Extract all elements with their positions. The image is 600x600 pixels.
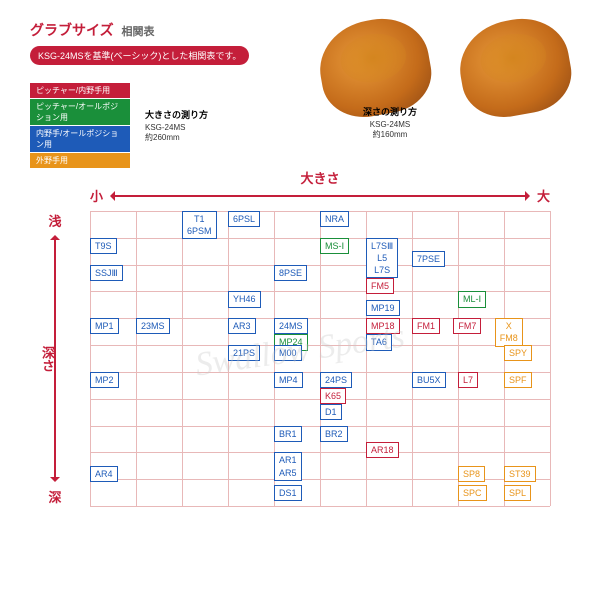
legend-item: ピッチャー/オールポジション用 <box>30 99 130 125</box>
chart-cell: MP18 <box>366 318 400 334</box>
chart-cell: YH46 <box>228 291 261 307</box>
glove-image-depth <box>453 11 578 124</box>
chart-cell: NRA <box>320 211 349 227</box>
chart-cell: BR2 <box>320 426 348 442</box>
title-sub: 相関表 <box>121 26 154 38</box>
chart-cell: D1 <box>320 404 342 420</box>
legend-item: 外野手用 <box>30 153 130 168</box>
x-axis: 小 大きさ 大 <box>90 186 550 205</box>
page-title: グラブサイズ 相関表 <box>30 20 249 40</box>
chart-cell: 24MS <box>274 318 308 334</box>
chart-cell: 24PS <box>320 372 352 388</box>
chart-cell: FM1 <box>412 318 440 334</box>
chart-cell: L7 <box>458 372 478 388</box>
chart-cell: AR1AR5 <box>274 452 302 480</box>
legend-box: ピッチャー/内野手用ピッチャー/オールポジション用内野手/オールポジション用外野… <box>30 83 130 168</box>
glove-images: 深さの測り方 KSG-24MS約160mm <box>320 20 570 115</box>
chart-cell: 21PS <box>228 345 260 361</box>
chart-cell: SSJⅢ <box>90 265 123 281</box>
chart-cell: BU5X <box>412 372 446 388</box>
chart-cell: AR4 <box>90 466 118 482</box>
y-axis-max: 深 <box>48 487 61 506</box>
chart-cell: 7PSE <box>412 251 445 267</box>
chart-cell: MP1 <box>90 318 119 334</box>
chart-cell: T16PSM <box>182 211 217 239</box>
chart-cell: TA6 <box>366 334 392 350</box>
x-axis-max: 大 <box>537 186 550 205</box>
chart-cell: SPY <box>504 345 532 361</box>
chart-cell: T9S <box>90 238 117 254</box>
chart-cell: FM7 <box>453 318 481 334</box>
chart-cell: 23MS <box>136 318 170 334</box>
chart-cell: MP19 <box>366 300 400 316</box>
chart-cell: 6PSL <box>228 211 260 227</box>
chart-cell: AR18 <box>366 442 399 458</box>
chart-cell: SPF <box>504 372 532 388</box>
chart-cell: ST39 <box>504 466 536 482</box>
chart-cell: MS-Ⅰ <box>320 238 349 254</box>
subtitle-pill: KSG-24MSを基準(ベーシック)とした相関表です。 <box>30 46 249 65</box>
chart-grid: T16PSM 6PSL NRA T9S MS-Ⅰ L7SⅢL5L7S 7PSE SSJⅢ 8PS… <box>90 211 550 506</box>
legend-row: ピッチャー/内野手用ピッチャー/オールポジション用内野手/オールポジション用外野… <box>30 83 249 168</box>
title-main: グラブサイズ <box>30 22 114 38</box>
y-axis: 浅 深さ 深 <box>30 211 80 506</box>
correlation-chart: 小 大きさ 大 浅 深さ 深 T16PSM 6PSL NRA T9S MS-Ⅰ L7SⅢL… <box>30 186 570 516</box>
legend-item: 内野手/オールポジション用 <box>30 126 130 152</box>
chart-cell: MP2 <box>90 372 119 388</box>
chart-cell: XFM8 <box>495 318 523 346</box>
chart-cell: SPC <box>458 485 487 501</box>
header: グラブサイズ 相関表 KSG-24MSを基準(ベーシック)とした相関表です。 ピ… <box>30 20 570 176</box>
glove-caption-1: 大きさの測り方 KSG-24MS約260mm <box>145 108 208 143</box>
y-axis-min: 浅 <box>48 211 61 230</box>
chart-cell: FM5 <box>366 278 394 294</box>
chart-cell: SPL <box>504 485 531 501</box>
chart-cell: K65 <box>320 388 346 404</box>
chart-cell: L7SⅢL5L7S <box>366 238 398 278</box>
chart-cell: M00 <box>274 345 302 361</box>
x-axis-label: 大きさ <box>300 168 339 187</box>
chart-cell: ML-Ⅰ <box>458 291 486 307</box>
legend-item: ピッチャー/内野手用 <box>30 83 130 98</box>
chart-cell: BR1 <box>274 426 302 442</box>
chart-cell: SP8 <box>458 466 485 482</box>
x-axis-min: 小 <box>90 186 103 205</box>
chart-cell: AR3 <box>228 318 256 334</box>
chart-cell: DS1 <box>274 485 302 501</box>
glove-caption-2: 深さの測り方 KSG-24MS約160mm <box>350 105 430 140</box>
chart-cell: MP4 <box>274 372 303 388</box>
chart-cell: 8PSE <box>274 265 307 281</box>
